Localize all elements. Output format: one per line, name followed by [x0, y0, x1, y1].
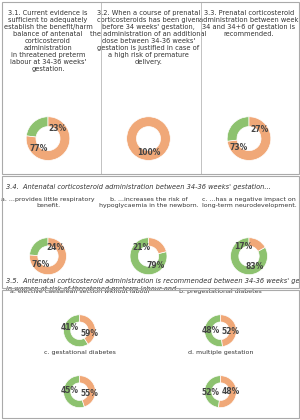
Text: 23%: 23% [48, 124, 66, 133]
Text: 52%: 52% [202, 388, 220, 397]
Text: 48%: 48% [221, 386, 239, 396]
Text: 83%: 83% [246, 262, 264, 270]
Wedge shape [127, 117, 170, 160]
Wedge shape [220, 315, 236, 346]
Text: 48%: 48% [202, 326, 220, 335]
Bar [2, 2, 298, 174]
Text: b. pregestational diabetes: b. pregestational diabetes [179, 289, 262, 294]
Text: 41%: 41% [61, 323, 79, 333]
Wedge shape [26, 117, 48, 137]
Wedge shape [80, 375, 95, 407]
Text: d. multiple gestation: d. multiple gestation [188, 350, 253, 355]
Wedge shape [230, 238, 268, 275]
Text: 17%: 17% [234, 242, 252, 251]
Text: 79%: 79% [146, 261, 165, 270]
Wedge shape [64, 375, 84, 407]
Text: 59%: 59% [80, 329, 98, 338]
Text: 77%: 77% [30, 144, 48, 153]
Text: 100%: 100% [137, 148, 160, 157]
Text: 3.1. Current evidence is
sufficient to adequately
establish the benefit/harm
bal: 3.1. Current evidence is sufficient to a… [4, 10, 92, 72]
Wedge shape [148, 238, 166, 254]
Wedge shape [205, 375, 220, 407]
Text: 3.5.  Antenatal corticosteroid administration is recommended between 34-36 weeks: 3.5. Antenatal corticosteroid administra… [6, 278, 300, 291]
Text: c. ...has a negative impact on
long-term neurodevelopment.: c. ...has a negative impact on long-term… [202, 197, 296, 208]
Wedge shape [227, 117, 271, 160]
Text: 24%: 24% [47, 243, 65, 252]
Wedge shape [29, 238, 67, 275]
Wedge shape [26, 117, 70, 160]
Wedge shape [227, 117, 249, 142]
Text: 3.2. When a course of prenatal
corticosteroids has been given
before 34 weeks' g: 3.2. When a course of prenatal corticost… [90, 10, 207, 65]
Text: 27%: 27% [250, 125, 268, 134]
Bar [2, 176, 298, 288]
Wedge shape [218, 375, 236, 407]
Wedge shape [30, 238, 48, 255]
Text: 73%: 73% [230, 143, 248, 152]
Text: 3.4.  Antenatal corticosteroid administration between 34-36 weeks' gestation...: 3.4. Antenatal corticosteroid administra… [6, 184, 271, 190]
Text: 45%: 45% [61, 386, 79, 395]
Text: a. ...provides little respiratory
benefit.: a. ...provides little respiratory benefi… [1, 197, 95, 208]
Text: c. gestational diabetes: c. gestational diabetes [44, 350, 116, 355]
Wedge shape [80, 315, 95, 344]
Text: 55%: 55% [80, 388, 98, 398]
Text: 76%: 76% [31, 260, 49, 269]
Wedge shape [205, 315, 223, 346]
Text: b. ...increases the risk of
hypoglycaemia in the newborn.: b. ...increases the risk of hypoglycaemi… [99, 197, 198, 208]
Text: 3.3. Prenatal corticosteroid
administration between week
34 and 34+6 of gestatio: 3.3. Prenatal corticosteroid administrat… [199, 10, 299, 37]
Wedge shape [130, 238, 167, 275]
Text: 21%: 21% [132, 243, 151, 252]
Text: 52%: 52% [221, 327, 239, 336]
Text: a. elective caesarean section without labour: a. elective caesarean section without la… [10, 289, 149, 294]
Bar [2, 290, 298, 418]
Wedge shape [64, 315, 88, 346]
Wedge shape [249, 238, 265, 251]
